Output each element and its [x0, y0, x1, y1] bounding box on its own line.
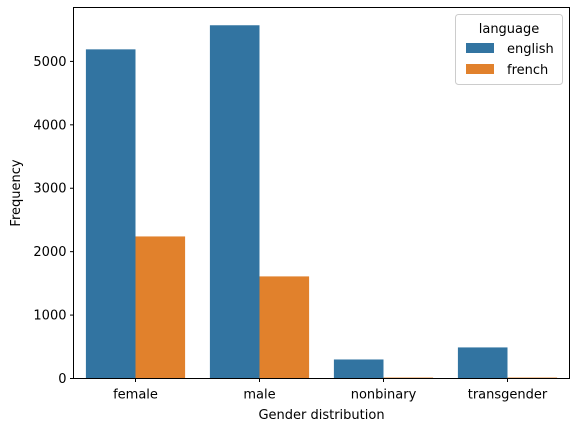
y-tick-label: 0 [58, 372, 66, 387]
y-tick-label: 4000 [33, 118, 66, 133]
bar-french-female [135, 236, 186, 379]
bar-english-male [209, 25, 260, 379]
x-tick-label: nonbinary [351, 388, 417, 403]
bar-english-female [85, 49, 136, 379]
plot-frame [73, 7, 570, 379]
bar-french-male [259, 276, 310, 379]
y-axis-ticks: 0 1000 2000 3000 4000 5000 [33, 55, 74, 387]
bar-english-nonbinary [333, 359, 384, 379]
legend-title: language [479, 22, 540, 37]
legend-label-english: english [507, 42, 554, 57]
legend-swatch-english [466, 43, 494, 53]
y-axis-label: Frequency [9, 159, 24, 226]
legend: language english french [455, 14, 563, 85]
x-axis-label: Gender distribution [258, 408, 384, 423]
x-tick-label: male [243, 388, 275, 403]
y-tick-label: 3000 [33, 182, 66, 197]
bar-english-transgender [457, 347, 508, 379]
legend-swatch-french [466, 64, 494, 74]
bars-group [85, 25, 558, 379]
x-axis-ticks: female male nonbinary transgender [113, 378, 548, 403]
y-tick-label: 2000 [33, 245, 66, 260]
legend-label-french: french [507, 63, 548, 78]
y-tick-label: 5000 [33, 55, 66, 70]
y-tick-label: 1000 [33, 309, 66, 324]
x-tick-label: female [113, 388, 158, 403]
x-tick-label: transgender [468, 388, 548, 403]
